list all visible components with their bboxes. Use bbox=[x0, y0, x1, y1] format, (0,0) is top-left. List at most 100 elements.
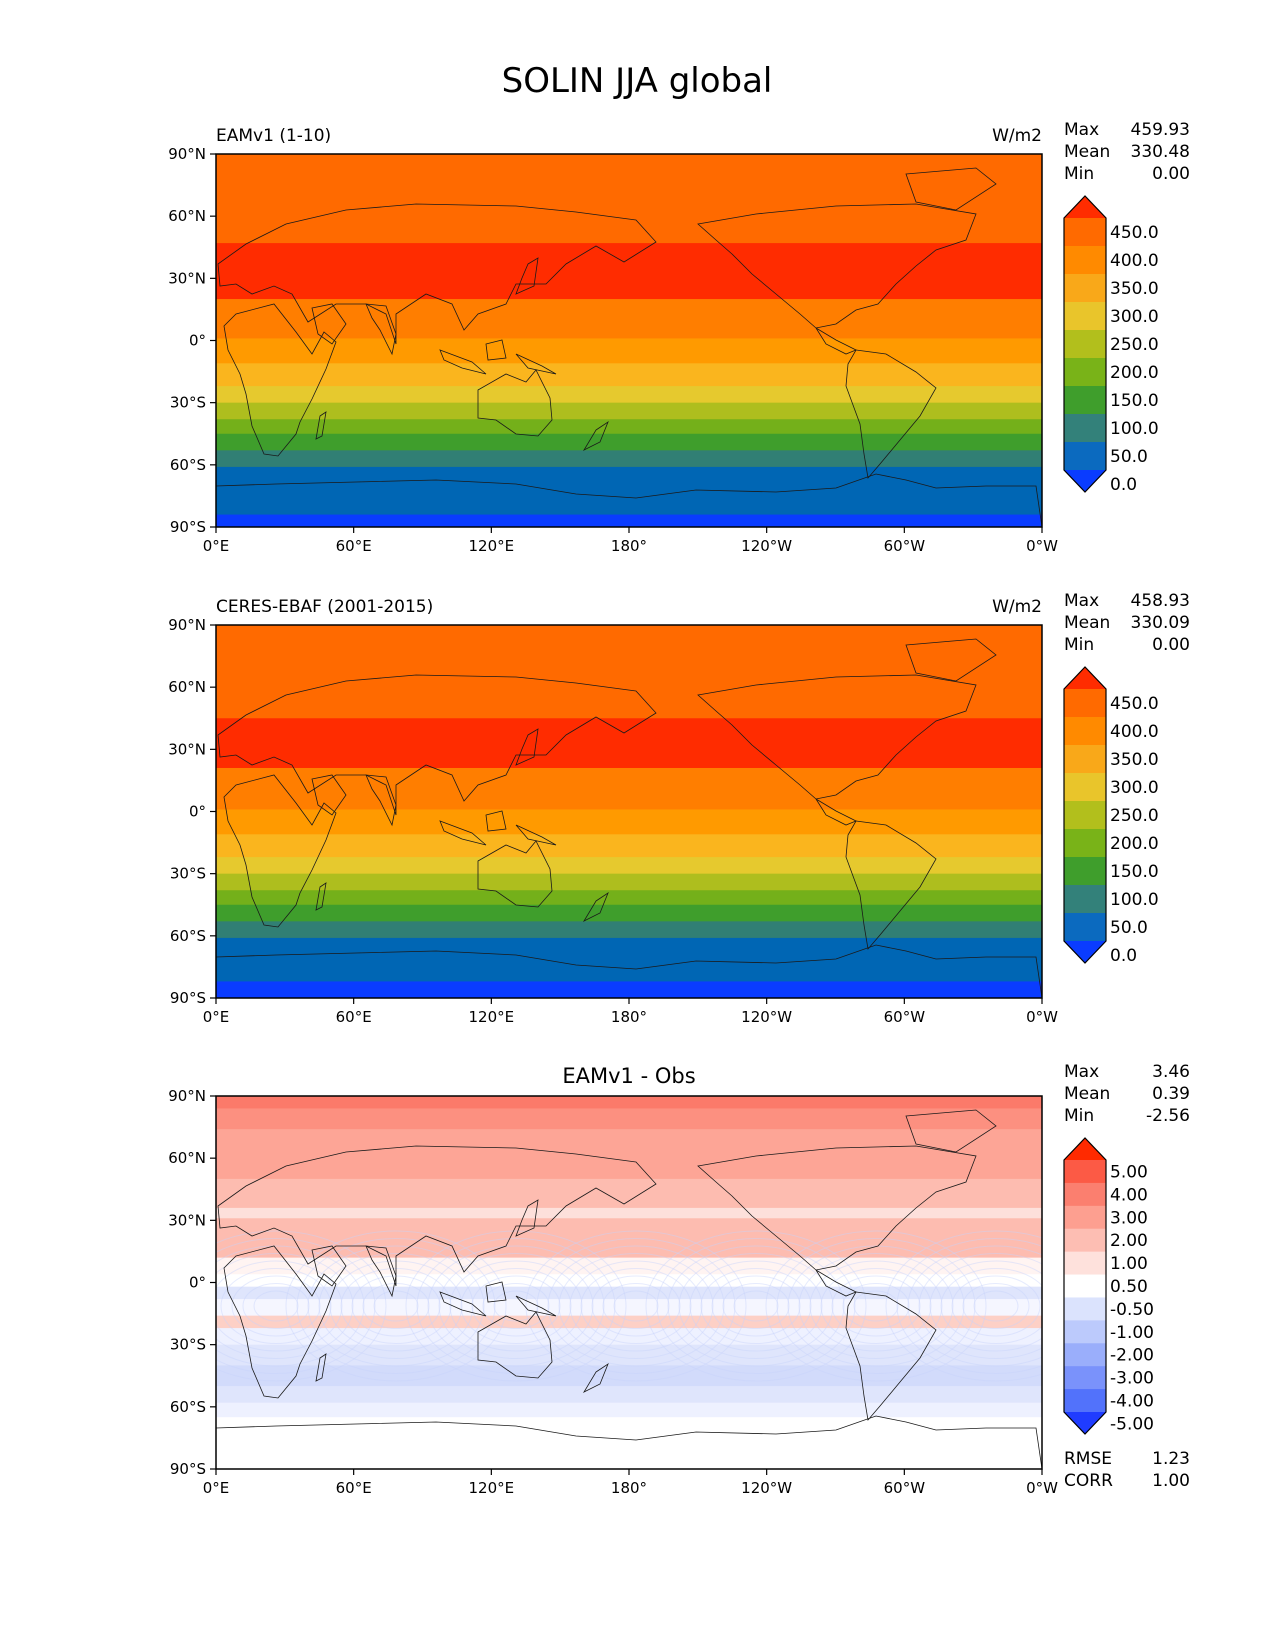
colorbar-extend-max bbox=[1064, 667, 1106, 689]
stat-min-label: Min bbox=[1064, 635, 1094, 655]
stat-min-value: -2.56 bbox=[1146, 1106, 1190, 1126]
stat-max-value: 3.46 bbox=[1152, 1062, 1190, 1082]
ripple bbox=[569, 1260, 703, 1352]
colorbar-extend-max bbox=[1064, 196, 1106, 218]
ripple bbox=[373, 1290, 419, 1322]
colorbar-label: 350.0 bbox=[1110, 279, 1159, 299]
colorbar-label: 250.0 bbox=[1110, 335, 1159, 355]
stat-corr-label: CORR bbox=[1064, 1471, 1113, 1491]
stat-mean-label: Mean bbox=[1064, 1084, 1110, 1104]
lat-band bbox=[216, 834, 1042, 858]
ripple bbox=[307, 1245, 485, 1367]
colorbar-extend-min bbox=[1064, 1412, 1106, 1434]
y-tick-label: 60°N bbox=[168, 1149, 206, 1167]
lat-band bbox=[216, 1417, 1042, 1469]
lat-band bbox=[216, 873, 1042, 891]
y-tick-label: 30°N bbox=[168, 1211, 206, 1229]
x-tick-label: 0°E bbox=[203, 1479, 230, 1497]
x-tick-label: 120°E bbox=[469, 537, 515, 555]
x-tick-label: 60°W bbox=[884, 1008, 926, 1026]
lat-band bbox=[216, 857, 1042, 875]
colorbar-swatch bbox=[1064, 1205, 1106, 1230]
x-tick-label: 120°W bbox=[741, 537, 792, 555]
colorbar-swatch bbox=[1064, 717, 1106, 746]
lat-band bbox=[216, 1386, 1042, 1404]
panel-title-left: EAMv1 (1-10) bbox=[216, 126, 331, 146]
ripple bbox=[776, 1238, 976, 1374]
ripple bbox=[722, 1283, 790, 1329]
y-tick-label: 60°N bbox=[168, 207, 206, 225]
y-tick-label: 30°N bbox=[168, 269, 206, 287]
ripple bbox=[253, 1290, 299, 1322]
ripple bbox=[918, 1253, 1042, 1359]
ripple bbox=[842, 1283, 910, 1329]
colorbar-swatch bbox=[1064, 689, 1106, 718]
colorbar-swatch bbox=[1064, 1274, 1106, 1298]
ripple bbox=[798, 1253, 954, 1359]
lat-band bbox=[216, 363, 1042, 387]
ripple bbox=[216, 1238, 376, 1374]
lat-band bbox=[216, 981, 1042, 998]
colorbar-label: 50.0 bbox=[1110, 918, 1148, 938]
ripple bbox=[929, 1260, 1042, 1352]
map-area bbox=[216, 1096, 1042, 1469]
colorbar-label: -4.00 bbox=[1110, 1392, 1154, 1412]
colorbar-outline bbox=[1063, 195, 1107, 493]
lat-band bbox=[216, 1257, 1042, 1275]
stats-block: Max 3.46 Mean 0.39 Min -2.56 bbox=[1064, 1062, 1190, 1126]
y-tick-label: 0° bbox=[189, 803, 206, 821]
lat-band bbox=[216, 338, 1042, 364]
ripple bbox=[689, 1260, 823, 1352]
ripple bbox=[853, 1290, 899, 1322]
ripple bbox=[951, 1275, 1041, 1337]
colorbar-label: -0.50 bbox=[1110, 1300, 1154, 1320]
x-tick-label: 120°E bbox=[469, 1479, 515, 1497]
panel-title-center: EAMv1 - Obs bbox=[562, 1064, 695, 1088]
y-tick-label: 60°S bbox=[170, 456, 206, 474]
y-tick-label: 30°S bbox=[170, 1336, 206, 1354]
colorbar: 450.0 400.0 350.0 300.0 250.0 200.0 150.0 100.0… bbox=[1063, 195, 1159, 495]
y-tick-label: 90°N bbox=[168, 616, 206, 634]
lat-band bbox=[216, 1299, 1042, 1317]
colorbar-label: 400.0 bbox=[1110, 722, 1159, 742]
colorbar-label: 300.0 bbox=[1110, 778, 1159, 798]
stat-min-label: Min bbox=[1064, 1106, 1094, 1126]
y-tick-label: 90°S bbox=[170, 518, 206, 536]
ripple bbox=[831, 1275, 921, 1337]
colorbar-label: 200.0 bbox=[1110, 363, 1159, 383]
lat-band bbox=[216, 466, 1042, 516]
ripple bbox=[678, 1253, 834, 1359]
x-tick-label: 0°W bbox=[1026, 537, 1058, 555]
ripple bbox=[471, 1275, 561, 1337]
stat-max-value: 459.93 bbox=[1131, 120, 1190, 140]
colorbar-label: 300.0 bbox=[1110, 307, 1159, 327]
colorbar-label: 0.0 bbox=[1110, 475, 1137, 495]
panel-units: W/m2 bbox=[992, 597, 1042, 617]
ripple bbox=[296, 1238, 496, 1374]
ripple bbox=[547, 1245, 725, 1367]
colorbar-label: 150.0 bbox=[1110, 862, 1159, 882]
colorbar-extend-min bbox=[1064, 470, 1106, 492]
x-tick-label: 60°W bbox=[884, 1479, 926, 1497]
colorbar-label: 450.0 bbox=[1110, 694, 1159, 714]
stats-block: Max 459.93 Mean 330.48 Min 0.00 bbox=[1064, 120, 1190, 184]
y-tick-label: 60°N bbox=[168, 678, 206, 696]
x-tick-label: 180° bbox=[611, 1479, 647, 1497]
ripple bbox=[809, 1260, 943, 1352]
y-tick-label: 90°N bbox=[168, 145, 206, 163]
colorbar-label: 3.00 bbox=[1110, 1208, 1148, 1228]
x-tick-label: 120°W bbox=[741, 1479, 792, 1497]
panel-test: EAMv1 (1-10) W/m2 0°E 60°E 120°E 180° 120°W 6… bbox=[168, 120, 1190, 555]
ripple bbox=[231, 1275, 321, 1337]
colorbar-swatch bbox=[1064, 274, 1106, 303]
lat-band bbox=[216, 718, 1042, 769]
ripple bbox=[242, 1283, 310, 1329]
colorbar: 450.0 400.0 350.0 300.0 250.0 200.0 150.0 100.0… bbox=[1063, 666, 1159, 966]
lat-band bbox=[216, 1218, 1042, 1259]
stats-block: Max 458.93 Mean 330.09 Min 0.00 bbox=[1064, 591, 1190, 655]
colorbar-label: -5.00 bbox=[1110, 1414, 1154, 1434]
ripple bbox=[907, 1245, 1042, 1367]
colorbar-swatch bbox=[1064, 885, 1106, 914]
stat-max-value: 458.93 bbox=[1131, 591, 1190, 611]
ripple bbox=[885, 1230, 1042, 1382]
